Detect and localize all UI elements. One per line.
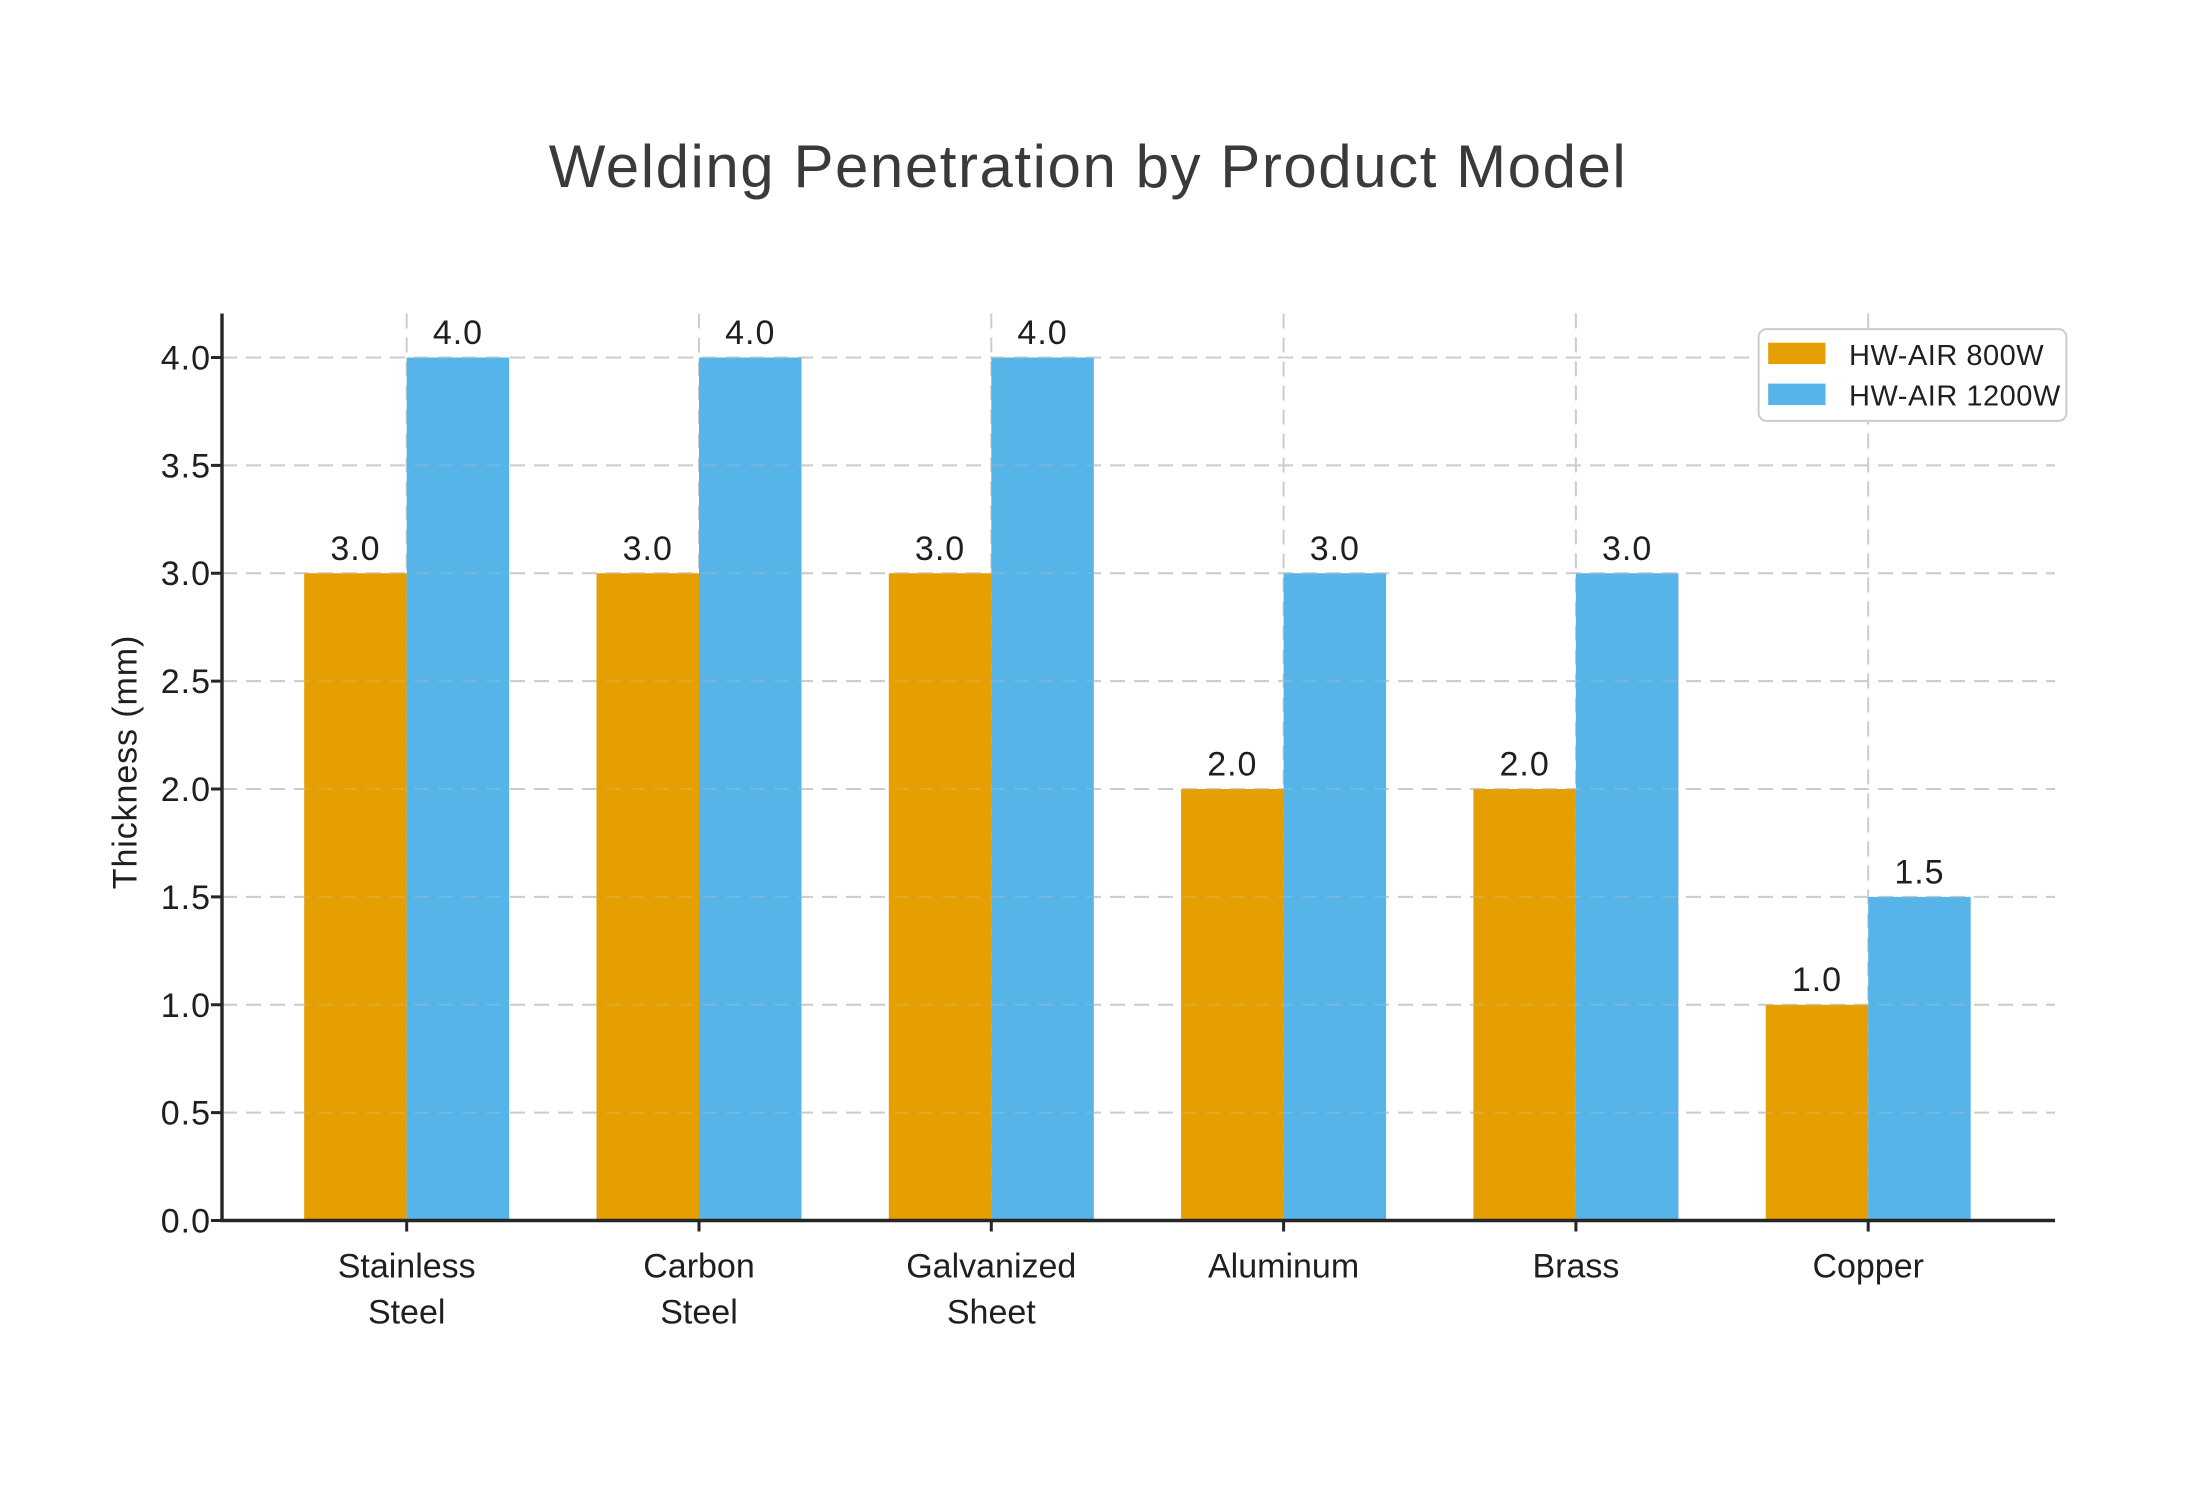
- svg-text:1.0: 1.0: [161, 987, 211, 1025]
- svg-text:4.0: 4.0: [1017, 314, 1067, 352]
- svg-text:4.0: 4.0: [161, 340, 211, 378]
- svg-text:4.0: 4.0: [433, 314, 483, 352]
- svg-text:Carbon: Carbon: [643, 1248, 755, 1286]
- svg-text:3.5: 3.5: [161, 447, 211, 485]
- svg-text:Galvanized: Galvanized: [906, 1248, 1076, 1286]
- svg-text:0.5: 0.5: [161, 1095, 211, 1133]
- svg-text:HW-AIR 1200W: HW-AIR 1200W: [1849, 381, 2061, 413]
- svg-text:Stainless: Stainless: [338, 1248, 476, 1286]
- svg-text:Welding Penetration by Product: Welding Penetration by Product Model: [549, 133, 1628, 200]
- svg-text:2.0: 2.0: [1500, 746, 1550, 784]
- svg-text:Thickness (mm): Thickness (mm): [107, 635, 145, 889]
- svg-text:HW-AIR 800W: HW-AIR 800W: [1849, 340, 2044, 372]
- svg-text:0.0: 0.0: [161, 1203, 211, 1241]
- svg-text:Sheet: Sheet: [947, 1294, 1036, 1332]
- svg-text:3.0: 3.0: [1310, 530, 1360, 568]
- svg-text:2.0: 2.0: [1207, 746, 1257, 784]
- svg-text:2.0: 2.0: [161, 771, 211, 809]
- svg-text:Aluminum: Aluminum: [1208, 1248, 1359, 1286]
- svg-text:4.0: 4.0: [725, 314, 775, 352]
- svg-text:Copper: Copper: [1812, 1248, 1924, 1286]
- svg-text:Brass: Brass: [1532, 1248, 1619, 1286]
- svg-text:Steel: Steel: [660, 1294, 738, 1332]
- svg-text:3.0: 3.0: [161, 555, 211, 593]
- svg-text:1.5: 1.5: [1894, 853, 1944, 891]
- svg-text:3.0: 3.0: [330, 530, 380, 568]
- svg-text:2.5: 2.5: [161, 663, 211, 701]
- svg-text:3.0: 3.0: [1602, 530, 1652, 568]
- svg-text:1.5: 1.5: [161, 879, 211, 917]
- svg-text:Steel: Steel: [368, 1294, 446, 1332]
- svg-text:3.0: 3.0: [623, 530, 673, 568]
- svg-text:1.0: 1.0: [1792, 961, 1842, 999]
- svg-text:3.0: 3.0: [915, 530, 965, 568]
